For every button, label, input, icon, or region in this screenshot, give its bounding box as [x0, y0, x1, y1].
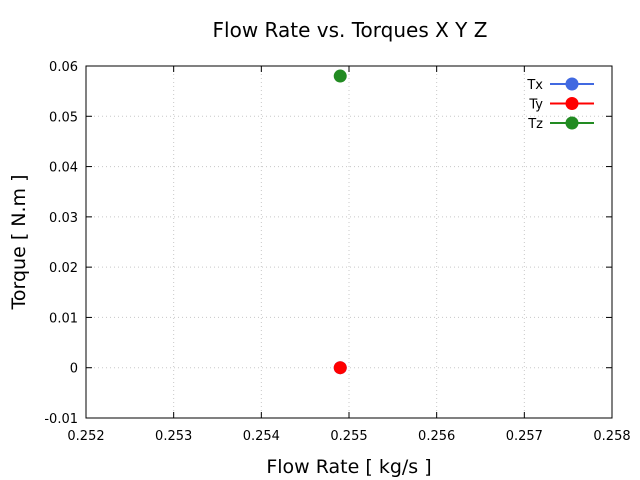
x-axis-label: Flow Rate [ kg/s ] [266, 456, 431, 478]
chart-title: Flow Rate vs. Torques X Y Z [213, 18, 488, 42]
y-tick-label: 0 [70, 362, 78, 377]
x-tick-label: 0.258 [593, 429, 630, 444]
x-tick-label: 0.253 [155, 429, 192, 444]
legend-marker-tx [565, 77, 579, 91]
y-tick-label: 0.02 [49, 261, 78, 276]
data-points [333, 69, 347, 375]
plot-frame [85, 65, 613, 419]
legend-label-tz: Tz [527, 117, 543, 132]
x-tick-label: 0.257 [506, 429, 543, 444]
legend: Tx Ty Tz [526, 77, 594, 132]
y-axis-label: Torque [ N.m ] [8, 175, 30, 311]
y-tick-label: 0.03 [49, 211, 78, 226]
legend-label-ty: Ty [528, 98, 543, 113]
y-tick-label: -0.01 [44, 412, 78, 427]
y-tick-label: 0.01 [49, 311, 78, 326]
point-tz [333, 69, 347, 83]
x-tick-label: 0.254 [243, 429, 280, 444]
y-tick-label: 0.06 [49, 60, 78, 75]
ticks: 0.252 0.253 0.254 0.255 0.256 0.257 0.258 -0.01… [44, 60, 630, 444]
x-tick-label: 0.255 [330, 429, 367, 444]
x-tick-label: 0.252 [67, 429, 104, 444]
y-tick-label: 0.04 [49, 161, 78, 176]
legend-label-tx: Tx [526, 78, 543, 93]
legend-marker-tz [565, 116, 579, 130]
x-tick-label: 0.256 [418, 429, 455, 444]
legend-marker-ty [565, 97, 579, 110]
point-ty [333, 361, 347, 375]
y-tick-label: 0.05 [49, 110, 78, 125]
grid [86, 66, 612, 418]
